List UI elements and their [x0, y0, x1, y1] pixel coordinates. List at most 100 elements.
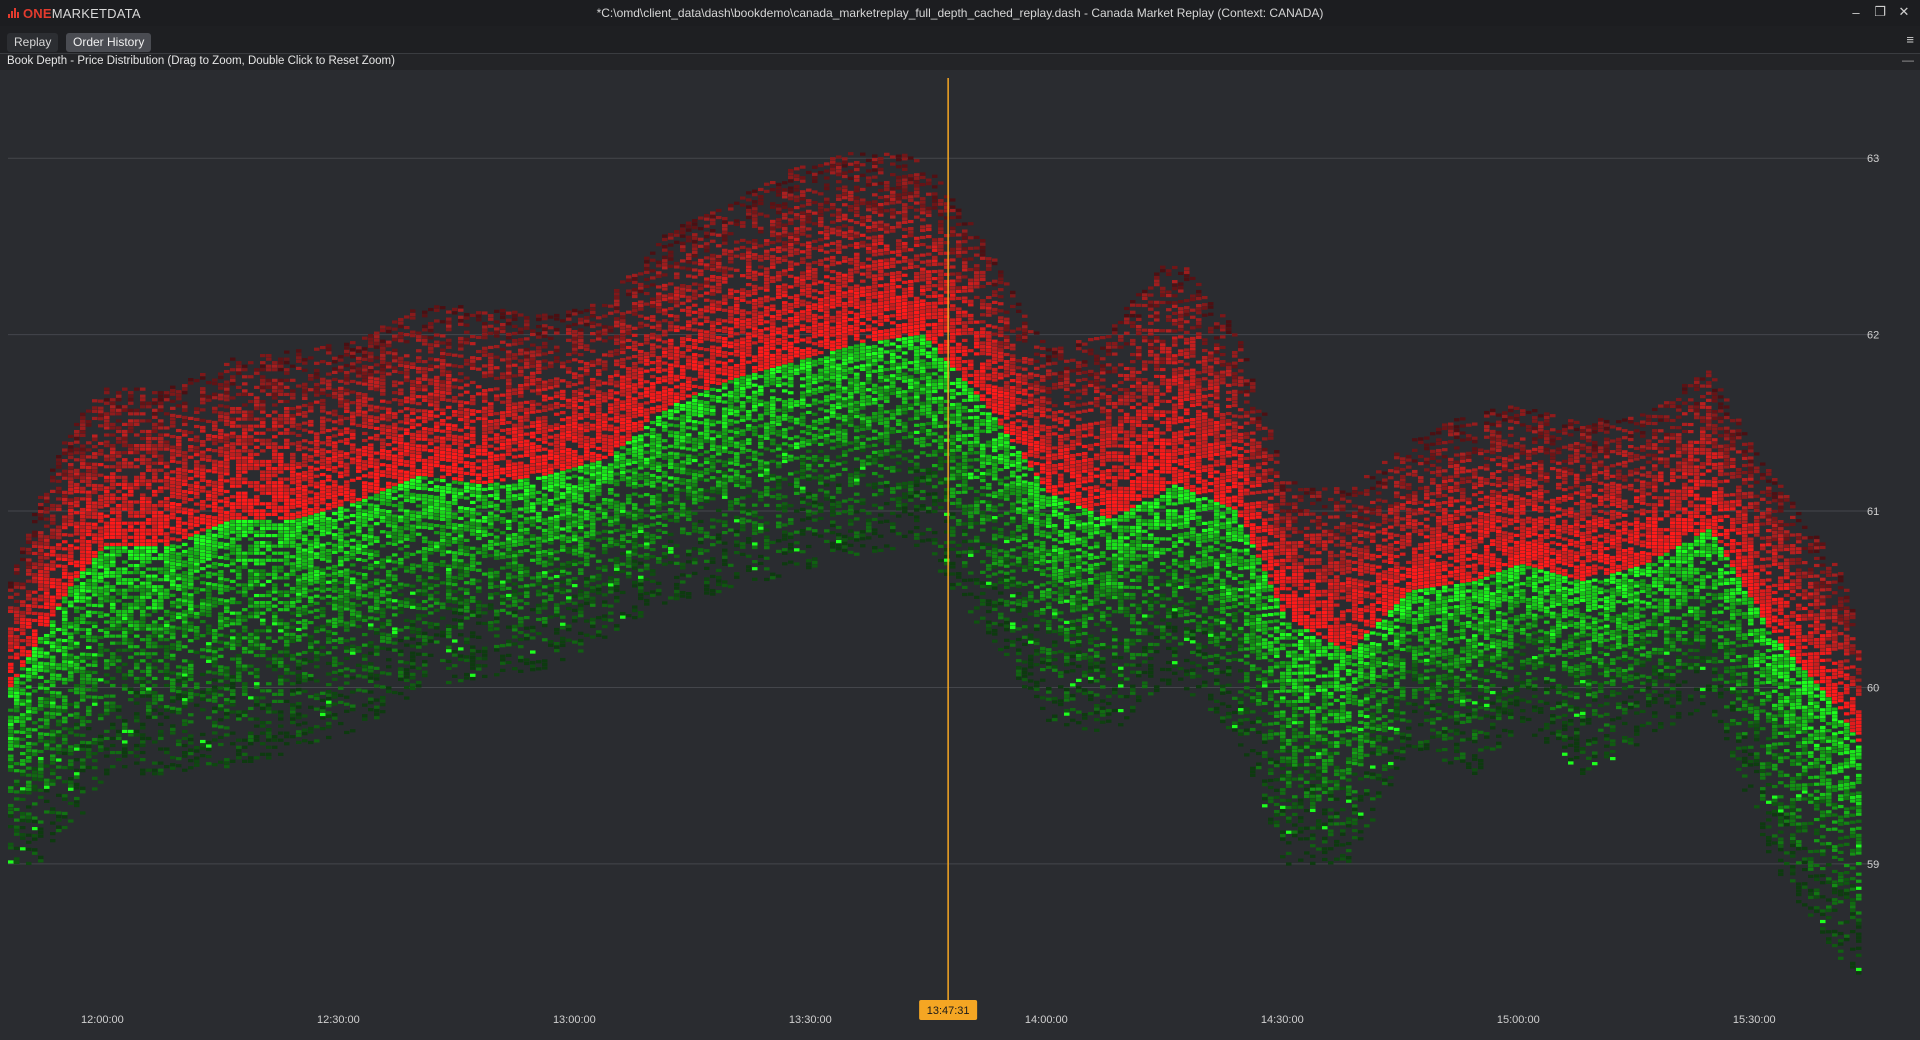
bid-cell: [122, 627, 128, 630]
restore-button[interactable]: ❐: [1872, 4, 1888, 20]
bid-cell: [8, 730, 14, 733]
ask-cell: [32, 545, 38, 548]
ask-cell: [50, 546, 56, 549]
ask-cell: [104, 444, 110, 447]
ask-cell: [146, 518, 152, 521]
bid-cell: [50, 659, 56, 662]
bid-cell: [104, 663, 110, 666]
bid-cell: [80, 635, 86, 638]
bid-cell: [140, 571, 146, 574]
tab-order-history[interactable]: Order History: [66, 33, 151, 52]
ask-cell: [116, 437, 122, 440]
bid-cell: [164, 592, 170, 595]
bid-cell: [194, 686, 200, 689]
ask-cell: [182, 462, 188, 465]
bid-cell: [44, 690, 50, 693]
ask-cell: [116, 497, 122, 500]
minimize-button[interactable]: ‒: [1848, 4, 1864, 20]
ask-cell: [68, 579, 74, 582]
ask-cell: [206, 497, 212, 500]
bid-cell: [110, 705, 116, 708]
bid-cell: [26, 862, 32, 865]
bid-cell: [14, 681, 20, 684]
bid-cell: [38, 662, 44, 665]
bid-cell: [50, 839, 56, 842]
bid-cell: [122, 592, 128, 595]
ask-cell: [26, 548, 32, 551]
ask-cell: [80, 423, 86, 426]
ask-cell: [44, 599, 50, 602]
bid-cell: [80, 617, 86, 620]
ask-cell: [182, 479, 188, 482]
bid-cell: [68, 777, 74, 780]
ask-cell: [32, 513, 38, 516]
ask-cell: [164, 539, 170, 542]
ask-cell: [128, 423, 134, 426]
bid-cell: [134, 627, 140, 630]
bid-cell: [74, 800, 80, 803]
ask-cell: [134, 465, 140, 468]
ask-cell: [122, 529, 128, 532]
bid-cell: [26, 745, 32, 748]
bid-cell: [158, 730, 164, 733]
bid-cell: [68, 781, 74, 784]
bid-cell: [8, 726, 14, 729]
bid-cell: [26, 668, 32, 671]
bid-cell: [170, 767, 176, 770]
ask-cell: [74, 423, 80, 426]
ask-cell: [140, 462, 146, 465]
bid-cell: [146, 642, 152, 645]
bid-cell: [80, 589, 86, 592]
ask-cell: [26, 611, 32, 614]
tab-replay[interactable]: Replay: [7, 33, 58, 52]
ask-cell: [68, 505, 74, 508]
ask-cell: [170, 446, 176, 449]
ask-cell: [74, 476, 80, 479]
ask-cell: [44, 585, 50, 588]
bid-cell: [194, 577, 200, 580]
bid-cell: [8, 695, 14, 698]
ask-cell: [200, 408, 206, 411]
bid-cell: [206, 755, 212, 758]
bid-cell: [158, 712, 164, 715]
ask-cell: [104, 398, 110, 401]
ask-cell: [116, 426, 122, 429]
ask-cell: [104, 500, 110, 503]
ask-cell: [14, 628, 20, 631]
bid-cell: [80, 582, 86, 585]
bid-cell: [116, 627, 122, 630]
hamburger-menu-icon[interactable]: ≡: [1906, 32, 1914, 47]
bid-cell: [158, 747, 164, 750]
close-button[interactable]: ✕: [1896, 4, 1912, 20]
ask-cell: [128, 529, 134, 532]
ask-cell: [206, 469, 212, 472]
bid-cell: [110, 599, 116, 602]
bid-cell: [182, 673, 188, 676]
bid-cell: [80, 660, 86, 663]
bid-cell: [152, 772, 158, 775]
bid-cell: [56, 815, 62, 818]
bid-cell: [122, 747, 128, 750]
bid-cell: [170, 548, 176, 551]
bid-cell: [32, 827, 38, 830]
ask-cell: [8, 656, 14, 659]
ask-cell: [80, 554, 86, 557]
ask-cell: [200, 394, 206, 397]
bid-cell: [74, 758, 80, 761]
bid-cell: [110, 695, 116, 698]
ask-cell: [92, 456, 98, 459]
ask-cell: [68, 548, 74, 551]
panel-minimize-button[interactable]: —: [1902, 53, 1914, 67]
ask-cell: [182, 472, 188, 475]
bid-cell: [56, 695, 62, 698]
ask-cell: [194, 439, 200, 442]
bid-cell: [74, 670, 80, 673]
bid-cell: [50, 821, 56, 824]
bid-cell: [116, 709, 122, 712]
bid-cell: [110, 610, 116, 613]
bid-cell: [140, 740, 146, 743]
bid-cell: [194, 534, 200, 537]
ask-cell: [158, 500, 164, 503]
ask-cell: [68, 481, 74, 484]
